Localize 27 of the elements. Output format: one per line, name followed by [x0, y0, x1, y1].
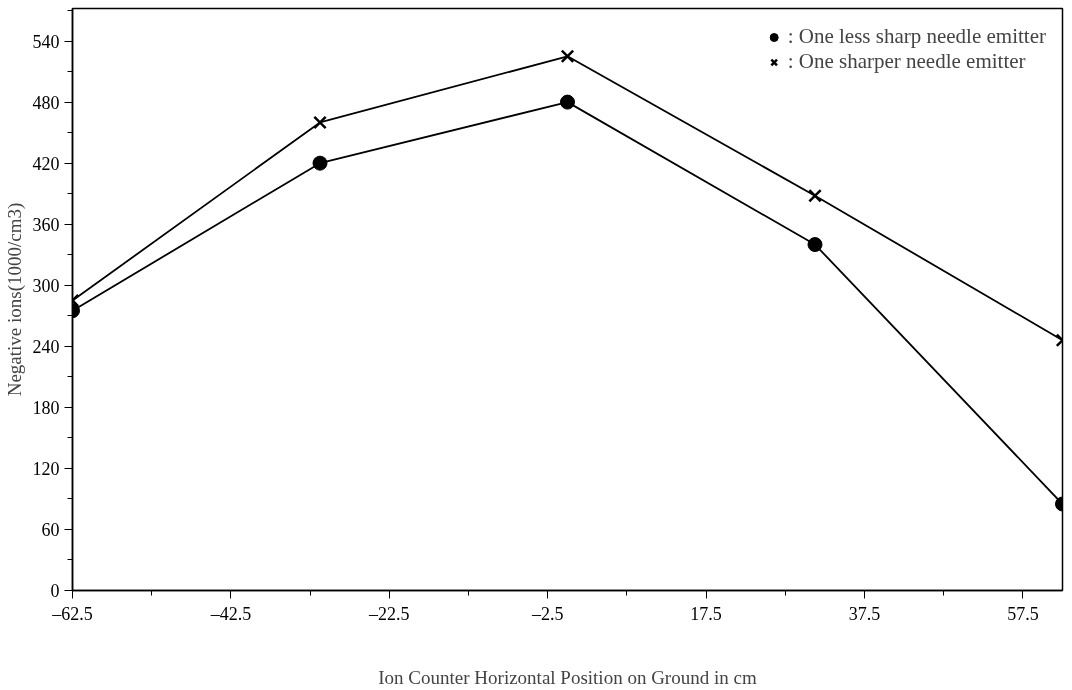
point: [807, 237, 823, 253]
y-tick-label: 360: [32, 214, 60, 235]
y-tick-label: 0: [50, 581, 60, 601]
x-tick-label: 37.5: [848, 603, 881, 624]
x-tick-label: 17.5: [690, 603, 722, 624]
x-tick-label: –42.5: [209, 603, 252, 624]
point: [312, 155, 328, 171]
legend-label: : One less sharp needle emitter: [787, 24, 1046, 49]
point: [560, 49, 575, 64]
x-tick-label: –62.5: [51, 603, 93, 624]
x-axis-title: Ion Counter Horizontal Position on Ground in cm: [378, 666, 757, 688]
legend-label: : One sharper needle emitter: [787, 49, 1026, 74]
y-tick-label: 120: [32, 458, 60, 479]
y-tick-label: 540: [32, 31, 60, 52]
x-tick-label: 57.5: [1007, 603, 1039, 624]
y-tick-label: 180: [32, 397, 60, 418]
y-tick-label: 60: [41, 519, 60, 540]
y-tick-label: 420: [32, 153, 60, 174]
x-tick-label: –2.5: [530, 603, 564, 624]
point: [560, 94, 575, 110]
x-tick-label: –22.5: [368, 603, 410, 624]
point: [313, 115, 327, 130]
y-axis-title: Negative ions(1000/cm3): [3, 202, 26, 397]
point: [808, 188, 822, 203]
y-tick-label: 480: [32, 92, 60, 113]
y-tick-label: 240: [32, 336, 60, 357]
y-tick-label: 300: [32, 275, 60, 296]
